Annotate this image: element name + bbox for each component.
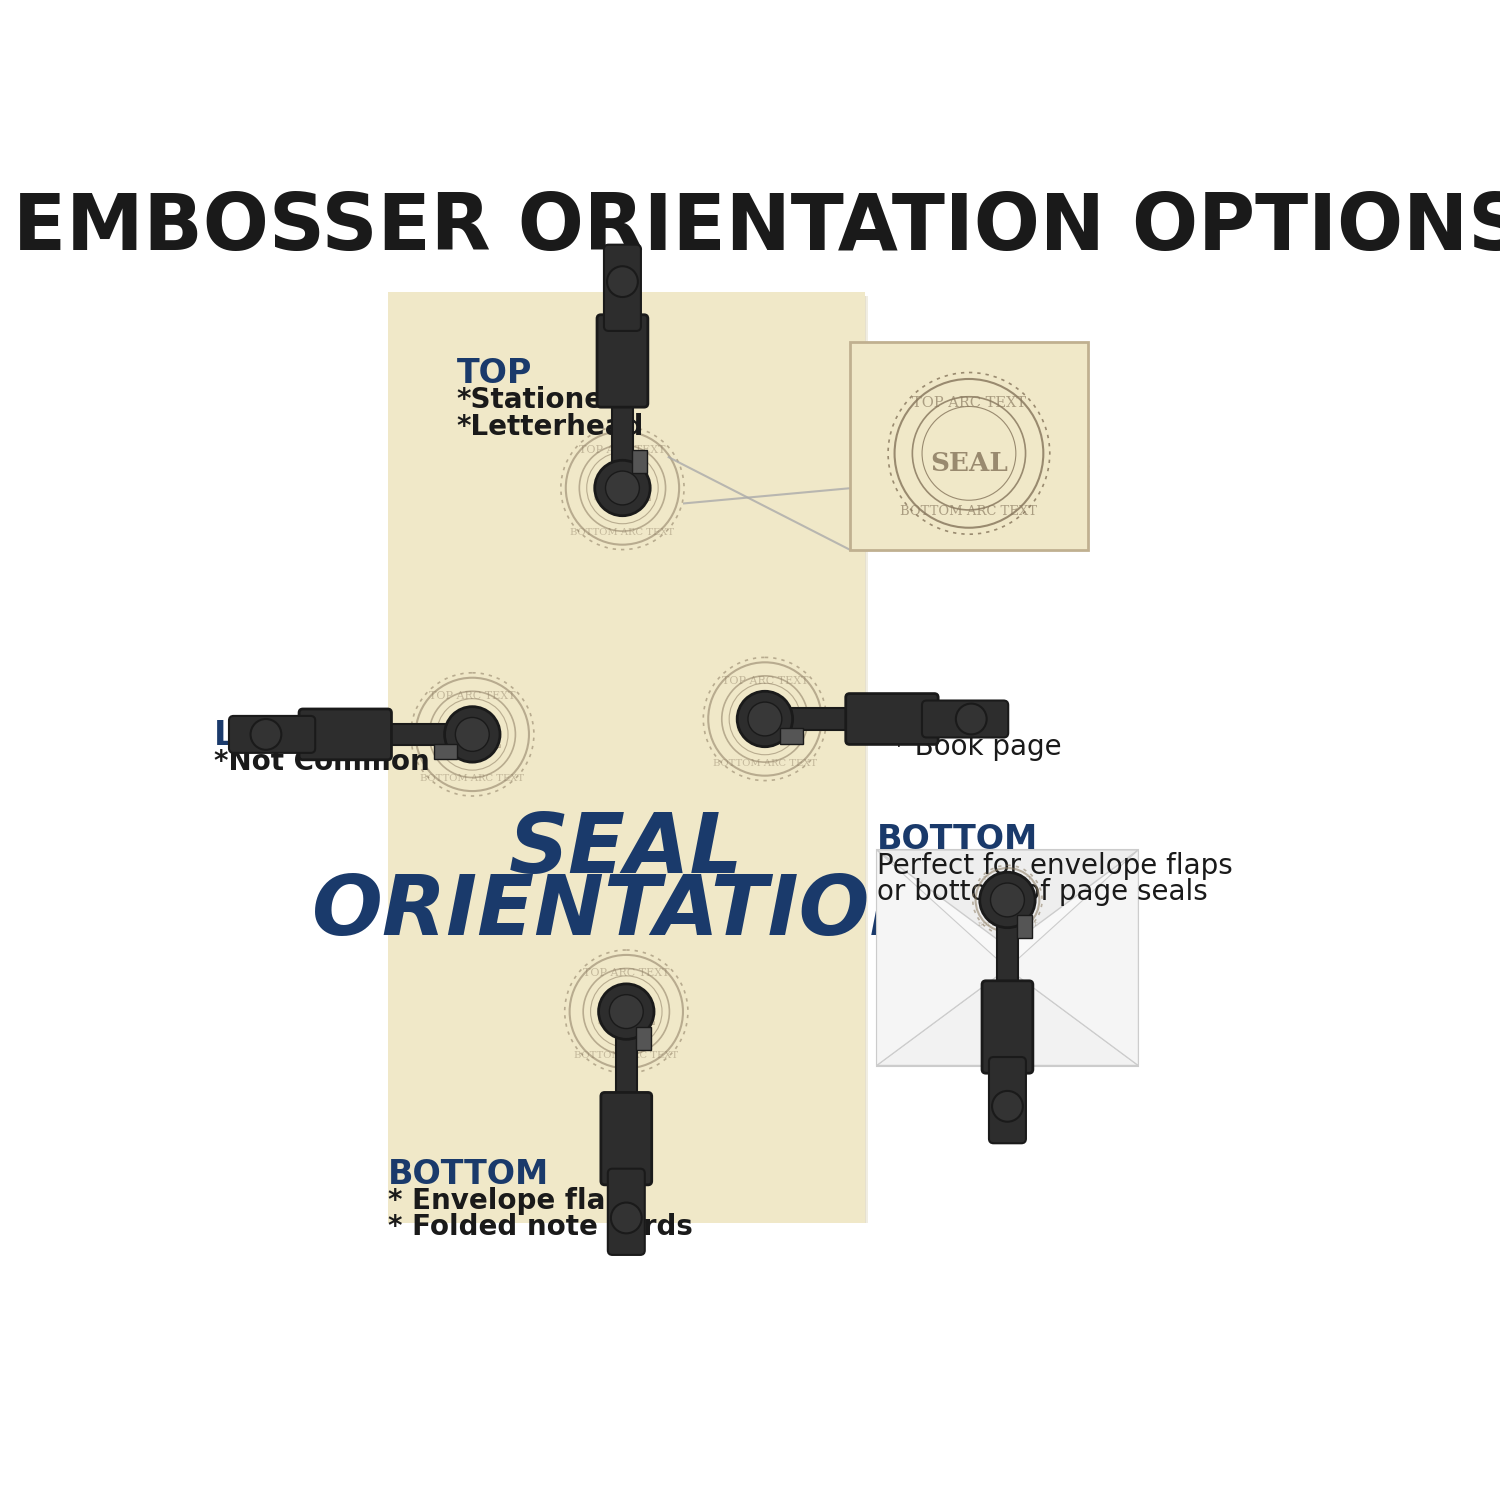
Text: or bottom of page seals: or bottom of page seals [876, 879, 1208, 906]
FancyBboxPatch shape [597, 315, 648, 407]
Circle shape [736, 692, 792, 747]
Text: TOP ARC TEXT: TOP ARC TEXT [912, 396, 1026, 410]
Text: BOTTOM: BOTTOM [387, 1158, 549, 1191]
FancyBboxPatch shape [922, 700, 1008, 738]
Text: SEAL: SEAL [735, 717, 795, 736]
FancyBboxPatch shape [230, 716, 315, 753]
Text: Perfect for envelope flaps: Perfect for envelope flaps [876, 852, 1233, 880]
Bar [632, 450, 646, 472]
FancyBboxPatch shape [982, 981, 1033, 1072]
Bar [996, 922, 1018, 1001]
Text: SEAL: SEAL [990, 898, 1024, 909]
Text: BOTTOM ARC TEXT: BOTTOM ARC TEXT [570, 528, 675, 537]
Circle shape [956, 704, 987, 735]
Text: SEAL: SEAL [509, 810, 744, 891]
Circle shape [608, 266, 638, 297]
Text: ORIENTATION: ORIENTATION [312, 871, 941, 952]
Text: TOP ARC TEXT: TOP ARC TEXT [584, 969, 669, 978]
Circle shape [748, 702, 782, 736]
FancyBboxPatch shape [298, 710, 392, 760]
Polygon shape [876, 850, 1008, 1065]
Bar [433, 744, 457, 759]
Text: EMBOSSER ORIENTATION OPTIONS: EMBOSSER ORIENTATION OPTIONS [13, 189, 1500, 266]
Text: *Not Common: *Not Common [214, 748, 430, 777]
Text: SEAL: SEAL [592, 486, 652, 506]
Circle shape [992, 1090, 1023, 1122]
Bar [636, 1028, 651, 1050]
Text: BOTTOM ARC TEXT: BOTTOM ARC TEXT [978, 922, 1036, 927]
Circle shape [606, 471, 639, 506]
Circle shape [598, 984, 654, 1040]
Bar [612, 388, 633, 465]
FancyBboxPatch shape [608, 1168, 645, 1256]
Text: SEAL: SEAL [930, 450, 1008, 476]
Text: SEAL: SEAL [597, 1010, 656, 1029]
Text: TOP ARC TEXT: TOP ARC TEXT [429, 692, 516, 700]
FancyBboxPatch shape [846, 693, 938, 744]
Circle shape [990, 884, 1024, 916]
Polygon shape [876, 850, 1138, 946]
Text: *Stationery: *Stationery [458, 387, 636, 414]
Circle shape [251, 718, 282, 750]
Bar [861, 297, 865, 1224]
Bar [1017, 915, 1032, 939]
FancyBboxPatch shape [988, 1058, 1026, 1143]
Text: BOTTOM ARC TEXT: BOTTOM ARC TEXT [574, 1052, 678, 1060]
Bar [615, 1035, 638, 1112]
Text: LEFT: LEFT [214, 718, 304, 752]
Circle shape [594, 460, 650, 516]
Text: * Book page: * Book page [892, 734, 1062, 760]
Bar [864, 297, 868, 1224]
Bar [387, 291, 866, 1224]
Text: * Folded note cards: * Folded note cards [387, 1214, 693, 1242]
Bar [780, 728, 804, 744]
Circle shape [456, 717, 489, 752]
Circle shape [609, 994, 644, 1029]
Circle shape [980, 871, 1035, 927]
Text: RIGHT: RIGHT [892, 704, 1008, 736]
Text: BOTTOM ARC TEXT: BOTTOM ARC TEXT [900, 506, 1038, 518]
Text: BOTTOM ARC TEXT: BOTTOM ARC TEXT [420, 774, 525, 783]
FancyBboxPatch shape [602, 1092, 651, 1185]
Text: TOP ARC TEXT: TOP ARC TEXT [982, 876, 1032, 880]
Text: TOP: TOP [458, 357, 532, 390]
Bar [876, 850, 1138, 1065]
Text: SEAL: SEAL [442, 732, 503, 752]
Circle shape [444, 706, 500, 762]
Bar [859, 297, 864, 1224]
FancyBboxPatch shape [604, 244, 640, 332]
Polygon shape [876, 969, 1138, 1065]
Bar [849, 342, 1089, 549]
Text: TOP ARC TEXT: TOP ARC TEXT [722, 676, 809, 686]
Polygon shape [1008, 850, 1138, 1065]
Text: *Letterhead: *Letterhead [458, 413, 645, 441]
Text: BOTTOM: BOTTOM [876, 824, 1038, 856]
Text: * Envelope flaps: * Envelope flaps [387, 1186, 642, 1215]
Circle shape [610, 1203, 642, 1233]
Text: TOP ARC TEXT: TOP ARC TEXT [579, 446, 666, 454]
Bar [788, 708, 865, 730]
Bar [372, 723, 448, 746]
Text: BOTTOM ARC TEXT: BOTTOM ARC TEXT [712, 759, 818, 768]
